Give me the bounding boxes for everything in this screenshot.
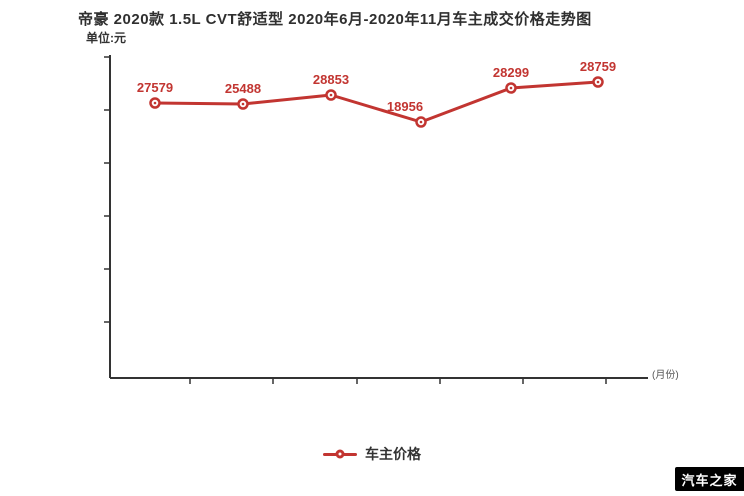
data-point-label: 28299 (493, 65, 529, 80)
data-point-label: 18956 (387, 99, 423, 114)
x-axis-note: (月份) (652, 370, 679, 381)
data-point-label: 27579 (137, 80, 173, 95)
series-line (153, 80, 600, 124)
legend-item-owner-price[interactable]: 车主价格 (0, 444, 744, 464)
data-point-label: 25488 (225, 81, 261, 96)
data-point-center-dot (596, 80, 600, 84)
data-point-center-dot (153, 101, 157, 105)
legend-label: 车主价格 (365, 446, 421, 462)
data-point-center-dot (419, 120, 423, 124)
unit-label: 单位:元 (86, 31, 126, 45)
chart-title: 帝豪 2020款 1.5L CVT舒适型 2020年6月-2020年11月车主成… (78, 11, 592, 28)
legend-marker-icon (335, 449, 345, 459)
data-point-center-dot (241, 102, 245, 106)
data-point-label: 28759 (580, 59, 616, 74)
data-point-center-dot (509, 86, 513, 90)
data-point-center-dot (329, 93, 333, 97)
legend-line-swatch (323, 449, 357, 459)
data-point-label: 28853 (313, 72, 349, 87)
autohome-logo: 汽车之家 (675, 467, 744, 491)
